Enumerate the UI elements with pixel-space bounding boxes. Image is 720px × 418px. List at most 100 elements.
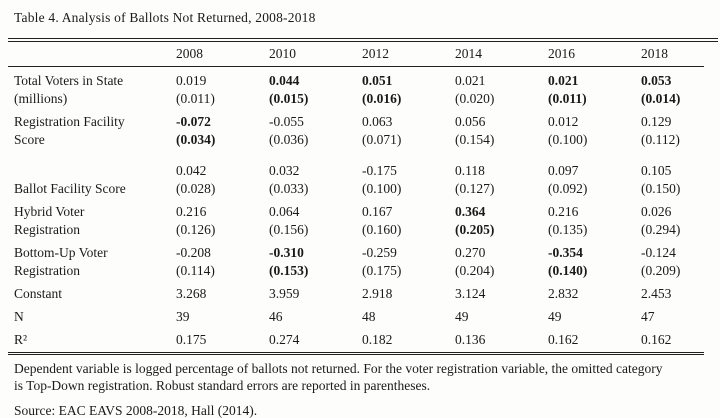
- standard-error-value: (0.020): [455, 91, 495, 106]
- data-cell: 2.453: [641, 280, 704, 303]
- data-cell: -0.259 (0.175): [362, 239, 455, 280]
- row-label-line: Ballot Facility Score: [14, 181, 126, 196]
- coefficient-value: 2.832: [548, 286, 579, 301]
- standard-error-value: (0.154): [455, 132, 495, 147]
- coefficient-value: 0.364: [455, 204, 486, 219]
- coefficient-value: 0.063: [362, 114, 393, 129]
- standard-error-value: (0.204): [455, 263, 495, 278]
- data-cell: 0.105 (0.150): [641, 149, 704, 198]
- row-label-line: Hybrid Voter: [14, 204, 85, 219]
- coefficient-value: 2.453: [641, 286, 672, 301]
- coefficient-value: 49: [548, 309, 562, 324]
- coefficient-value: 0.021: [455, 73, 486, 88]
- data-cell: -0.124 (0.209): [641, 239, 704, 280]
- data-cell: -0.175 (0.100): [362, 149, 455, 198]
- data-cell: 0.118 (0.127): [455, 149, 548, 198]
- data-cell: 47: [641, 303, 704, 326]
- standard-error-value: (0.011): [176, 91, 215, 106]
- data-cell: 0.056 (0.154): [455, 108, 548, 149]
- table-row: Bottom-Up Voter Registration -0.208 (0.114)…: [8, 239, 704, 280]
- coefficient-value: 3.959: [269, 286, 300, 301]
- column-header-row: 2008 2010 2012 2014 2016 2018: [8, 42, 704, 67]
- column-header-2014: 2014: [455, 46, 482, 61]
- row-label-line: Bottom-Up Voter: [14, 245, 108, 260]
- data-cell: 0.044 (0.015): [269, 67, 362, 109]
- data-cell: 0.162: [548, 326, 641, 349]
- data-cell: 0.216 (0.126): [176, 198, 269, 239]
- data-cell: -0.055 (0.036): [269, 108, 362, 149]
- data-cell: 0.162: [641, 326, 704, 349]
- data-cell: 0.129 (0.112): [641, 108, 704, 149]
- table-row: R² 0.175 0.274 0.182 0.136 0.162 0.162: [8, 326, 704, 349]
- data-cell: 2.832: [548, 280, 641, 303]
- data-cell: 0.216 (0.135): [548, 198, 641, 239]
- data-cell: 49: [455, 303, 548, 326]
- data-cell: 0.026 (0.294): [641, 198, 704, 239]
- coefficient-value: 0.216: [176, 204, 207, 219]
- table-source: Source: EAC EAVS 2008-2018, Hall (2014).: [14, 403, 258, 418]
- standard-error-value: (0.126): [176, 222, 216, 237]
- coefficient-value: 3.124: [455, 286, 486, 301]
- coefficient-value: 0.021: [548, 73, 579, 88]
- data-cell: 0.182: [362, 326, 455, 349]
- table-row: Total Voters in State (millions) 0.019 (0.0…: [8, 67, 704, 109]
- standard-error-value: (0.150): [641, 181, 681, 196]
- data-cell: 0.274: [269, 326, 362, 349]
- data-cell: 2.918: [362, 280, 455, 303]
- coefficient-value: -0.175: [362, 163, 397, 178]
- standard-error-value: (0.127): [455, 181, 495, 196]
- data-cell: -0.354 (0.140): [548, 239, 641, 280]
- coefficient-value: 0.105: [641, 163, 672, 178]
- row-label: Constant: [8, 280, 176, 303]
- data-cell: 0.021 (0.011): [548, 67, 641, 109]
- standard-error-value: (0.112): [641, 132, 680, 147]
- column-header-2012: 2012: [362, 46, 389, 61]
- data-cell: 0.136: [455, 326, 548, 349]
- data-cell: 3.124: [455, 280, 548, 303]
- row-label: Hybrid Voter Registration: [8, 198, 176, 239]
- data-cell: 0.019 (0.011): [176, 67, 269, 109]
- coefficient-value: 2.918: [362, 286, 393, 301]
- table-row: Constant 3.268 3.959 2.918 3.124 2.832 2.453: [8, 280, 704, 303]
- standard-error-value: (0.100): [548, 132, 588, 147]
- data-cell: 0.012 (0.100): [548, 108, 641, 149]
- coefficient-value: 0.162: [641, 332, 672, 347]
- data-cell: 46: [269, 303, 362, 326]
- data-cell: 0.097 (0.092): [548, 149, 641, 198]
- column-header-2010: 2010: [269, 46, 296, 61]
- standard-error-value: (0.100): [362, 181, 402, 196]
- standard-error-value: (0.175): [362, 263, 402, 278]
- standard-error-value: (0.205): [455, 222, 495, 237]
- coefficient-value: 0.274: [269, 332, 300, 347]
- coefficient-value: 0.032: [269, 163, 300, 178]
- row-label-header: [8, 42, 176, 67]
- coefficient-value: 0.129: [641, 114, 672, 129]
- data-cell: 0.042 (0.028): [176, 149, 269, 198]
- data-cell: 48: [362, 303, 455, 326]
- column-header-2008: 2008: [176, 46, 203, 61]
- standard-error-value: (0.156): [269, 222, 309, 237]
- data-cell: -0.072 (0.034): [176, 108, 269, 149]
- table-bottom-double-rule: [8, 352, 704, 355]
- standard-error-value: (0.294): [641, 222, 681, 237]
- data-cell: 0.270 (0.204): [455, 239, 548, 280]
- coefficient-value: 0.026: [641, 204, 672, 219]
- coefficient-value: -0.124: [641, 245, 676, 260]
- standard-error-value: (0.015): [269, 91, 309, 106]
- coefficient-value: 0.044: [269, 73, 300, 88]
- coefficient-value: -0.072: [176, 114, 211, 129]
- coefficient-value: -0.310: [269, 245, 304, 260]
- table-row: Registration Facility Score -0.072 (0.034) -…: [8, 108, 704, 149]
- standard-error-value: (0.028): [176, 181, 216, 196]
- standard-error-value: (0.153): [269, 263, 309, 278]
- row-label: Bottom-Up Voter Registration: [8, 239, 176, 280]
- coefficient-value: 0.175: [176, 332, 207, 347]
- coefficient-value: 0.019: [176, 73, 207, 88]
- coefficient-value: 0.042: [176, 163, 207, 178]
- coefficient-value: 48: [362, 309, 376, 324]
- column-header-2018: 2018: [641, 46, 668, 61]
- row-label-line: R²: [14, 332, 28, 347]
- data-cell: 0.175: [176, 326, 269, 349]
- standard-error-value: (0.014): [641, 91, 681, 106]
- coefficient-value: 0.051: [362, 73, 393, 88]
